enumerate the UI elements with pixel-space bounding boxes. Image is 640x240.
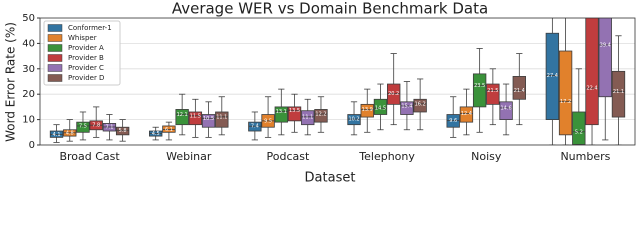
- legend-swatch: [47, 44, 63, 52]
- median-label: 20.2: [388, 91, 399, 97]
- median-label: 12.4: [461, 111, 472, 117]
- median-label: 17.2: [560, 99, 571, 105]
- box: [274, 106, 288, 123]
- legend-swatch: [47, 74, 63, 82]
- median-label: 21.1: [613, 89, 624, 95]
- box: [512, 76, 526, 100]
- median-label: 11.5: [190, 113, 201, 119]
- median-label: 13.1: [276, 109, 287, 115]
- box: [188, 111, 203, 126]
- box: [499, 101, 513, 121]
- legend-swatch: [47, 54, 63, 62]
- box: [76, 121, 90, 133]
- median-label: 13.9: [362, 107, 373, 113]
- legend-swatch: [47, 34, 63, 42]
- y-tick-label: 0: [29, 140, 35, 151]
- median-label: 4.1: [53, 132, 61, 138]
- legend-label: Conformer-1: [68, 24, 112, 32]
- box: [400, 101, 414, 115]
- legend-swatch: [47, 64, 63, 72]
- median-label: 12.2: [315, 112, 326, 118]
- median-label: 10.5: [203, 116, 214, 122]
- chart: Average WER vs Domain Benchmark Data Dat…: [4, 0, 636, 186]
- median-label: 22.4: [586, 86, 597, 92]
- median-label: 7.8: [92, 123, 100, 129]
- legend-label: Provider D: [68, 74, 104, 82]
- median-label: 6.1: [165, 127, 173, 133]
- legend-label: Provider A: [68, 44, 104, 52]
- x-tick-label: Webinar: [166, 150, 212, 163]
- median-label: 7.5: [79, 123, 87, 129]
- box: [486, 83, 500, 105]
- box: [373, 98, 388, 115]
- box: [545, 32, 560, 121]
- box: [360, 103, 374, 118]
- box: [413, 98, 427, 113]
- x-tick-label: Broad Cast: [59, 150, 120, 163]
- median-label: 10.2: [348, 117, 359, 123]
- legend-label: Whisper: [68, 34, 97, 42]
- box: [387, 83, 401, 105]
- legend-label: Provider B: [68, 54, 104, 62]
- median-label: 13.5: [289, 108, 300, 114]
- median-label: 15.4: [401, 103, 412, 109]
- legend-swatch: [47, 24, 63, 32]
- y-axis-label: Word Error Rate (%): [4, 22, 18, 142]
- median-label: 4.5: [152, 131, 160, 137]
- median-label: 14.6: [501, 105, 512, 111]
- y-tick-label: 20: [22, 89, 35, 100]
- x-tick-label: Telephony: [358, 150, 415, 163]
- median-label: 21.5: [487, 88, 498, 94]
- box: [314, 109, 328, 123]
- box: [175, 109, 189, 126]
- plot-area: 4.1 4.87.5 7.8 7.15.84.56.112.1 11.5 10.5 11.1…: [40, 18, 635, 145]
- median-label: 27.4: [547, 73, 558, 79]
- plot-frame: [39, 17, 636, 146]
- median-label: 16.2: [415, 101, 426, 107]
- x-tick-label: Podcast: [267, 150, 310, 163]
- y-tick-label: 40: [22, 38, 35, 49]
- median-label: 11.1: [302, 114, 313, 120]
- median-label: 12.1: [177, 112, 188, 118]
- box: [301, 110, 315, 126]
- median-label: 23.5: [474, 83, 485, 89]
- box: [347, 114, 361, 126]
- median-label: 5.2: [575, 129, 583, 135]
- median-label: 21.4: [514, 88, 525, 94]
- median-label: 14.5: [375, 106, 386, 112]
- box: [215, 111, 229, 128]
- box: [572, 111, 586, 145]
- median-label: 11.1: [216, 114, 227, 120]
- box: [558, 50, 573, 136]
- median-label: 9.6: [449, 118, 457, 124]
- x-tick-label: Numbers: [560, 150, 610, 163]
- box: [472, 73, 487, 108]
- median-label: 9.5: [264, 118, 272, 124]
- box: [585, 18, 599, 126]
- y-tick-label: 30: [22, 64, 35, 75]
- median-label: 39.4: [600, 42, 611, 48]
- legend-frame: [43, 20, 121, 86]
- chart-title: Average WER vs Domain Benchmark Data: [172, 0, 488, 18]
- x-axis-label: Dataset: [305, 171, 356, 186]
- median-label: 5.8: [119, 128, 127, 134]
- box: [598, 18, 612, 98]
- median-label: 4.8: [66, 130, 74, 136]
- legend-label: Provider C: [68, 64, 104, 72]
- y-tick-label: 10: [22, 115, 35, 126]
- median-label: 7.4: [251, 124, 259, 130]
- x-tick-label: Noisy: [471, 150, 502, 163]
- median-label: 7.1: [105, 124, 113, 130]
- box: [115, 126, 130, 136]
- box: [459, 106, 474, 123]
- y-tick-label: 50: [22, 13, 35, 24]
- box: [611, 70, 626, 118]
- box: [201, 114, 216, 128]
